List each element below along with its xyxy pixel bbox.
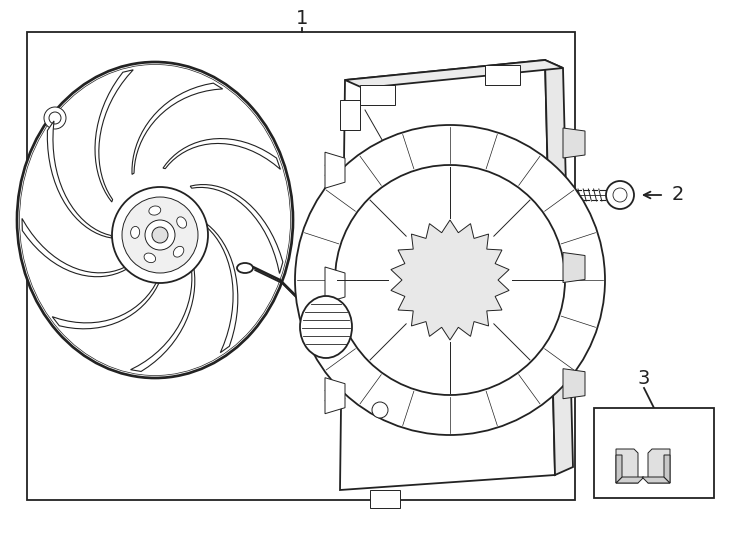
Polygon shape [340, 60, 555, 490]
Ellipse shape [144, 253, 156, 262]
Circle shape [44, 107, 66, 129]
Polygon shape [370, 490, 400, 508]
Ellipse shape [177, 217, 186, 228]
Polygon shape [163, 139, 280, 170]
Polygon shape [642, 477, 670, 483]
Bar [27, 32, 575, 500]
Circle shape [49, 112, 61, 124]
Polygon shape [95, 70, 134, 202]
Circle shape [295, 125, 605, 435]
Ellipse shape [300, 296, 352, 358]
Polygon shape [132, 83, 222, 174]
Text: 1: 1 [296, 9, 308, 28]
Text: 2: 2 [672, 186, 684, 205]
Polygon shape [545, 60, 573, 475]
Ellipse shape [20, 64, 291, 375]
Circle shape [606, 181, 634, 209]
Circle shape [335, 165, 565, 395]
Ellipse shape [131, 226, 139, 238]
Polygon shape [664, 455, 670, 483]
Polygon shape [391, 220, 509, 340]
Polygon shape [616, 477, 644, 483]
Polygon shape [325, 267, 345, 303]
Polygon shape [616, 455, 622, 483]
Bar [594, 408, 714, 498]
Ellipse shape [149, 206, 161, 215]
Polygon shape [48, 121, 112, 238]
Polygon shape [325, 152, 345, 188]
Circle shape [152, 227, 168, 243]
Polygon shape [201, 220, 238, 353]
Bar [340, 100, 360, 130]
Polygon shape [563, 253, 585, 282]
Circle shape [122, 197, 198, 273]
Circle shape [372, 402, 388, 418]
Polygon shape [563, 369, 585, 399]
Polygon shape [131, 254, 195, 372]
Circle shape [112, 187, 208, 283]
Polygon shape [563, 128, 585, 158]
Ellipse shape [237, 263, 253, 273]
Bar [360, 85, 395, 105]
Bar [485, 65, 520, 85]
Polygon shape [616, 449, 638, 483]
Ellipse shape [17, 62, 293, 378]
Polygon shape [345, 60, 563, 88]
Circle shape [145, 220, 175, 250]
Polygon shape [22, 219, 132, 276]
Ellipse shape [173, 246, 184, 257]
Polygon shape [648, 449, 670, 483]
Circle shape [613, 188, 627, 202]
Polygon shape [325, 377, 345, 414]
Polygon shape [52, 272, 163, 329]
Text: 3: 3 [638, 368, 650, 388]
Polygon shape [190, 185, 283, 274]
